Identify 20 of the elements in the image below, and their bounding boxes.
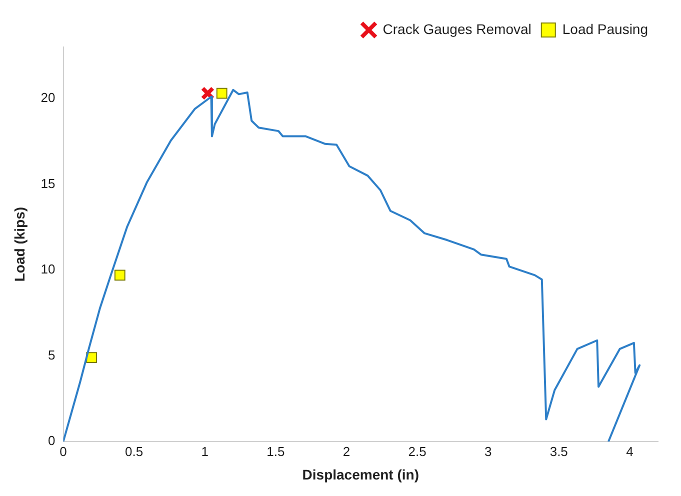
point xyxy=(216,88,228,99)
y-tick-label: 5 xyxy=(48,347,56,362)
x-tick-label: 1.5 xyxy=(266,444,285,459)
x-tick-label: 2.5 xyxy=(408,444,426,459)
legend-label: Load Pausing xyxy=(562,20,648,37)
y-tick-label: 20 xyxy=(40,90,56,106)
point xyxy=(114,270,126,281)
x-tick-label: 2 xyxy=(342,444,350,459)
x-tick-label: 0.5 xyxy=(125,444,144,459)
x-tick-label: 1 xyxy=(201,444,208,459)
x-tick-label: 3.5 xyxy=(550,444,568,459)
y-tick-label: 15 xyxy=(40,176,56,191)
y-axis-title: Load (kips) xyxy=(11,206,28,282)
x-axis-title: Displacement (in) xyxy=(302,466,419,482)
legend-label: Crack Gauges Removal xyxy=(382,20,532,37)
x-tick-label: 0 xyxy=(60,444,67,459)
x-tick-label: 4 xyxy=(626,444,634,459)
y-tick-label: 0 xyxy=(48,433,56,448)
x-tick-label: 3 xyxy=(484,444,492,459)
y-tick-label: 10 xyxy=(40,262,56,277)
